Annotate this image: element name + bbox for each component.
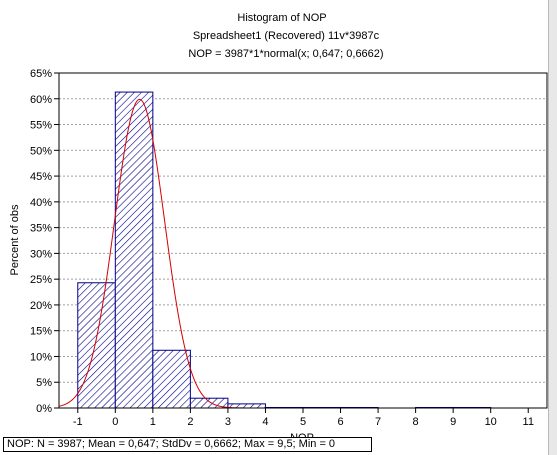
chart-subtitle: Spreadsheet1 (Recovered) 11v*3987c bbox=[193, 30, 380, 42]
histogram-bar bbox=[152, 349, 191, 409]
x-tick-label: 10 bbox=[485, 416, 497, 428]
x-tick-label: 11 bbox=[523, 416, 534, 428]
histogram-bar bbox=[114, 91, 154, 409]
x-tick-label: 1 bbox=[150, 416, 156, 428]
y-tick-label: 45% bbox=[30, 171, 52, 183]
x-axis-ticks: -1 0 1 2 3 4 5 6 7 8 9 10 11 bbox=[73, 408, 534, 428]
x-tick-label: 5 bbox=[300, 416, 306, 428]
y-tick-label: 30% bbox=[30, 248, 52, 260]
y-tick-label: 15% bbox=[30, 326, 52, 338]
y-tick-label: 25% bbox=[30, 274, 52, 286]
y-tick-label: 55% bbox=[30, 120, 52, 132]
y-tick-label: 0% bbox=[36, 403, 52, 415]
window-edge bbox=[548, 0, 557, 455]
x-tick-label: 3 bbox=[225, 416, 231, 428]
x-tick-label: 6 bbox=[337, 416, 343, 428]
x-tick-label: 2 bbox=[187, 416, 193, 428]
y-tick-label: 20% bbox=[30, 300, 52, 312]
y-axis-label: Percent of obs bbox=[9, 204, 21, 275]
x-tick-label: 8 bbox=[413, 416, 419, 428]
y-tick-label: 40% bbox=[30, 197, 52, 209]
chart-title: Histogram of NOP bbox=[237, 12, 326, 24]
y-tick-label: 60% bbox=[30, 94, 52, 106]
y-tick-label: 65% bbox=[30, 68, 52, 80]
bars bbox=[77, 91, 492, 409]
y-tick-label: 10% bbox=[30, 351, 52, 363]
x-tick-label: 0 bbox=[112, 416, 118, 428]
y-axis-ticks: 0% 5% 10% 15% 20% 25% 30% 35% 40% 45% 50% 55% 60% 65% bbox=[30, 68, 59, 415]
histogram-bar bbox=[77, 282, 116, 409]
stats-box: NOP: N = 3987; Mean = 0,647; StdDv = 0,6… bbox=[3, 437, 372, 452]
y-tick-label: 35% bbox=[30, 223, 52, 235]
x-tick-label: 9 bbox=[450, 416, 456, 428]
x-tick-label: 7 bbox=[375, 416, 381, 428]
x-tick-label: 4 bbox=[262, 416, 268, 428]
y-tick-label: 50% bbox=[30, 145, 52, 157]
chart-formula: NOP = 3987*1*normal(x; 0,647; 0,6662) bbox=[188, 48, 383, 60]
x-tick-label: -1 bbox=[73, 416, 83, 428]
y-tick-label: 5% bbox=[36, 377, 52, 389]
